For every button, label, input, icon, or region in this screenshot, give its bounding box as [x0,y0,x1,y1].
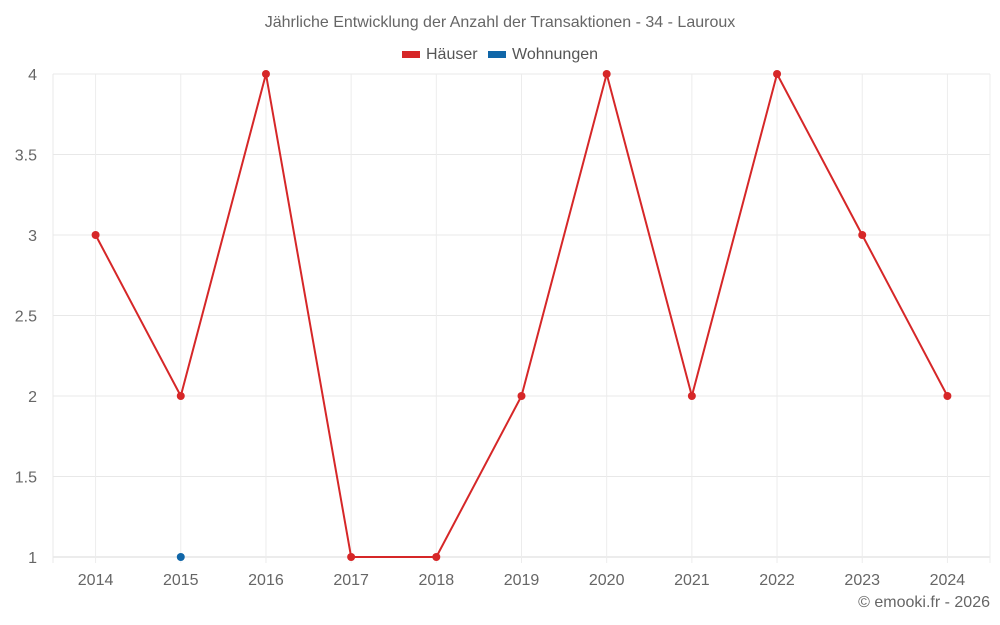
x-tick-label: 2019 [504,572,540,589]
x-tick-label: 2014 [78,572,114,589]
data-point[interactable] [347,553,356,561]
data-point[interactable] [176,392,185,400]
data-point[interactable] [432,553,441,561]
y-tick-label: 2 [28,389,37,406]
legend: Häuser Wohnungen [0,45,1000,64]
y-tick-label: 4 [28,67,37,84]
copyright-credit: © emooki.fr - 2026 [858,594,990,611]
legend-label: Häuser [425,45,478,63]
chart-title: Jährliche Entwicklung der Anzahl der Tra… [264,14,736,31]
data-point[interactable] [773,70,782,78]
x-tick-label: 2015 [163,572,199,589]
x-tick-label: 2020 [589,572,625,589]
y-tick-label: 1 [28,550,37,567]
data-point[interactable] [687,392,696,400]
x-tick-label: 2023 [844,572,880,589]
x-tick-label: 2024 [930,572,966,589]
legend-item-wohnungen[interactable]: Wohnungen [488,46,598,64]
data-point[interactable] [176,553,185,561]
y-tick-label: 1.5 [15,470,37,487]
data-point[interactable] [261,70,270,78]
legend-item-haeuser[interactable]: Häuser [401,45,478,64]
y-tick-label: 3.5 [15,148,37,165]
legend-label: Wohnungen [512,45,599,63]
data-point[interactable] [858,231,867,239]
data-point[interactable] [602,70,611,78]
y-tick-label: 3 [28,228,37,245]
x-tick-label: 2022 [759,572,795,589]
x-tick-label: 2018 [419,572,455,589]
data-point[interactable] [91,231,100,239]
x-tick-label: 2016 [248,572,284,589]
y-tick-label: 2.5 [15,309,37,326]
x-tick-label: 2017 [333,572,369,589]
data-point[interactable] [943,392,952,400]
x-tick-label: 2021 [674,572,710,589]
legend-swatch-wohnungen [488,51,507,58]
data-point[interactable] [517,392,526,400]
legend-swatch-haeuser [401,51,420,58]
